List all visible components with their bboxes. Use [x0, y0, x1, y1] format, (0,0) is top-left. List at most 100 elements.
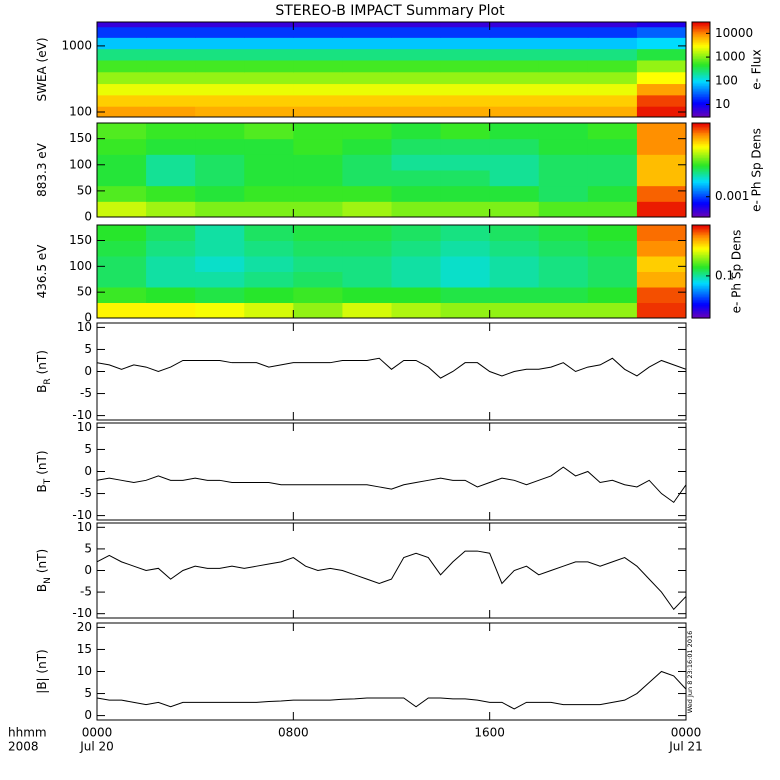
colorbar-step	[692, 279, 710, 282]
colorbar-step	[692, 48, 710, 52]
heat-cell	[97, 302, 147, 318]
y-tick-label: 10	[77, 420, 92, 434]
trace	[97, 670, 686, 710]
heat-cell	[195, 170, 245, 187]
heat-cell	[195, 201, 245, 217]
heat-cell	[489, 225, 540, 241]
heat-cell	[342, 123, 392, 140]
heat-cell	[244, 59, 294, 73]
heat-cell	[97, 170, 147, 187]
y-axis-label-main: |B| (nT)	[35, 649, 49, 693]
heat-cell	[587, 59, 638, 73]
colorbar-step	[692, 297, 710, 300]
heat-cell	[342, 185, 392, 202]
colorbar-step	[692, 304, 710, 307]
colorbar-step	[692, 82, 710, 85]
heat-cell	[342, 138, 392, 155]
y-axis-label-sub: N	[43, 577, 53, 584]
heat-cell	[293, 138, 343, 155]
heat-cell	[489, 83, 540, 96]
panel	[97, 225, 686, 318]
y-tick-label: 15	[77, 642, 92, 656]
colorbar-step	[692, 52, 710, 55]
colorbar-step	[692, 182, 710, 185]
panel	[97, 123, 686, 217]
heat-cell	[538, 26, 589, 38]
heat-cell	[587, 271, 638, 288]
colorbar-step	[692, 302, 710, 305]
colorbar-step	[692, 144, 710, 148]
heat-cell	[293, 106, 343, 117]
y-axis-label: SWEA (eV)	[35, 37, 49, 101]
colorbar-step	[692, 159, 710, 162]
colorbar-step	[692, 190, 710, 193]
panel-frame	[96, 622, 687, 721]
colorbar-step	[692, 248, 710, 251]
heat-cell	[440, 201, 491, 217]
heat-cell	[636, 138, 686, 155]
heat-cell	[195, 48, 245, 61]
heat-cell	[146, 26, 196, 38]
heat-cell	[97, 154, 147, 171]
heat-cell	[587, 240, 638, 257]
heat-cell	[391, 170, 442, 187]
heat-cell	[97, 71, 147, 85]
heat-cell	[97, 22, 147, 28]
heat-cell	[195, 225, 245, 241]
colorbar-step	[692, 232, 710, 235]
panel	[97, 466, 686, 504]
colorbar-step	[692, 240, 710, 243]
heat-cell	[244, 83, 294, 96]
colorbar-step	[692, 91, 710, 94]
y-tick-label: 0	[84, 563, 92, 577]
colorbar-step	[692, 269, 710, 273]
heat-cell	[636, 185, 686, 202]
heat-cell	[440, 138, 491, 155]
colorbar-step	[692, 310, 710, 313]
heat-cell	[244, 240, 294, 257]
heat-cell	[146, 123, 196, 140]
heat-cell	[293, 185, 343, 202]
heat-cell	[146, 22, 196, 28]
heat-cell	[489, 123, 540, 140]
heat-cell	[538, 256, 589, 272]
heat-cell	[195, 37, 245, 50]
colorbar-frame	[691, 21, 711, 118]
heat-cell	[391, 48, 442, 61]
colorbar-step	[692, 234, 710, 237]
plot-title: STEREO-B IMPACT Summary Plot	[275, 3, 505, 19]
heat-cell	[244, 94, 294, 107]
heat-cell	[244, 154, 294, 171]
colorbar-step	[692, 237, 710, 240]
heat-cell	[440, 48, 491, 61]
heat-cell	[636, 26, 686, 38]
colorbar-step	[692, 271, 710, 274]
heat-cell	[440, 287, 491, 303]
colorbar-step	[692, 29, 710, 33]
colorbar-step	[692, 63, 710, 66]
heat-cell	[489, 185, 540, 202]
heat-cell	[391, 225, 442, 241]
y-tick-label: 50	[77, 285, 92, 299]
colorbar-step	[692, 152, 710, 155]
heat-cell	[538, 240, 589, 257]
panel-frame	[96, 224, 687, 319]
colorbar-step	[692, 210, 710, 213]
trace	[97, 466, 686, 504]
heat-cell	[636, 37, 686, 50]
heat-cell	[244, 287, 294, 303]
panel-frame	[96, 422, 687, 521]
heat-cell	[293, 170, 343, 187]
colorbar-step	[692, 307, 710, 310]
heat-cell	[244, 185, 294, 202]
heat-cell	[342, 94, 392, 107]
y-axis-label-sub: T	[43, 478, 53, 485]
heat-cell	[146, 240, 196, 257]
heat-cell	[440, 170, 491, 187]
heat-cell	[489, 287, 540, 303]
heat-cell	[244, 271, 294, 288]
colorbar-step	[692, 98, 710, 101]
colorbar-step	[692, 176, 710, 179]
colorbar-step	[692, 129, 710, 132]
colorbar-step	[692, 290, 710, 293]
